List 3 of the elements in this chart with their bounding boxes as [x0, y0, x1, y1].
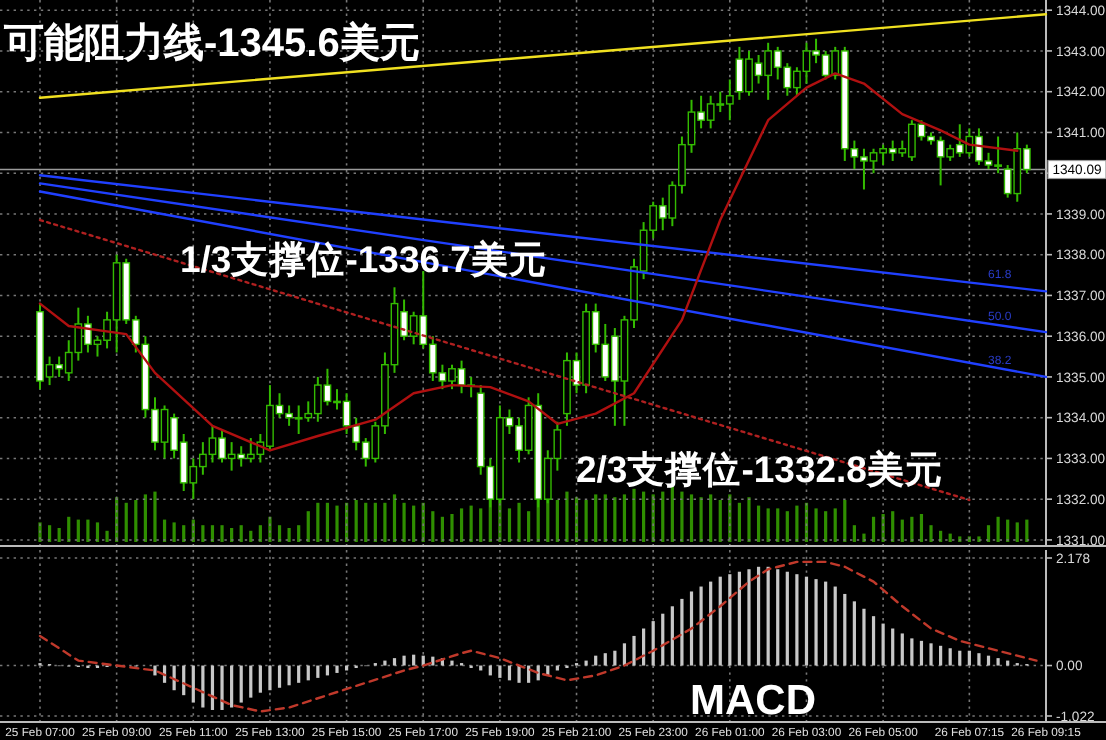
annotation: 可能阻力线-1345.6美元: [2, 20, 420, 66]
line-series: [38, 560, 1038, 713]
annotation: MACD: [690, 678, 816, 724]
